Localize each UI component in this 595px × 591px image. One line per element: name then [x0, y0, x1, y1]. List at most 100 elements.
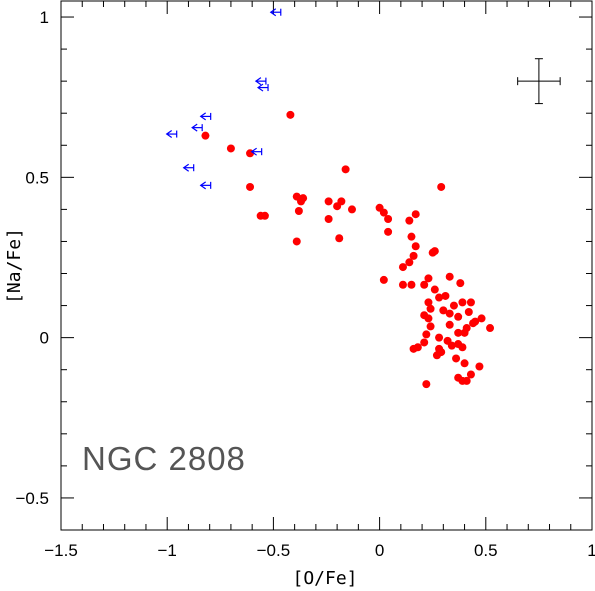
x-tick-label: −0.5 — [257, 541, 291, 560]
na-o-point — [439, 306, 448, 315]
na-o-point — [460, 359, 469, 368]
na-o-point — [462, 376, 471, 385]
na-o-point — [445, 320, 454, 329]
na-o-point — [426, 304, 435, 313]
na-o-point — [411, 210, 420, 219]
na-o-point — [477, 314, 486, 323]
na-o-point — [430, 247, 439, 256]
tick-labels: −1.5 −1 −0.5 0 0.5 1 −0.5 0 0.5 1 — [15, 8, 595, 560]
plot-frame — [60, 0, 593, 531]
na-o-point — [226, 144, 235, 153]
na-o-point — [464, 307, 473, 316]
limit-arrowhead — [165, 130, 173, 139]
limit-arrowhead — [182, 163, 190, 172]
y-tick-label: 0 — [40, 329, 49, 348]
na-o-point — [452, 354, 461, 363]
na-o-point — [432, 351, 441, 360]
axis-ticks — [60, 1, 593, 531]
na-o-point — [409, 344, 418, 353]
na-o-point — [398, 280, 407, 289]
na-o-point — [486, 324, 495, 333]
na-o-point — [299, 194, 308, 203]
limit-arrowhead — [254, 77, 262, 86]
na-o-point — [286, 110, 295, 119]
x-tick-label: 0.5 — [474, 541, 498, 560]
upper-limit-point — [165, 130, 178, 139]
upper-limit-point — [250, 147, 263, 156]
limit-arrowhead — [199, 112, 207, 121]
na-o-point — [449, 301, 458, 310]
na-o-point — [445, 309, 454, 318]
limit-arrowhead — [250, 147, 258, 156]
na-o-point — [335, 234, 344, 243]
na-o-point — [422, 330, 431, 339]
upper-limit-point — [256, 83, 269, 92]
y-tick-label: −0.5 — [15, 489, 49, 508]
na-o-point — [466, 298, 475, 307]
y-tick-label: 0.5 — [25, 168, 49, 187]
limit-arrowhead — [256, 83, 264, 92]
na-o-point — [405, 258, 414, 267]
na-o-point — [420, 338, 429, 347]
na-o-point — [407, 280, 416, 289]
cluster-annotation: NGC 2808 — [82, 440, 246, 477]
na-o-point — [430, 285, 439, 294]
x-tick-label: 0 — [375, 541, 384, 560]
na-o-point — [201, 131, 210, 140]
na-o-point — [469, 319, 478, 328]
na-o-point — [384, 227, 393, 236]
na-o-point — [435, 293, 444, 302]
limit-arrowhead — [269, 8, 277, 17]
na-o-point — [435, 333, 444, 342]
na-o-point — [424, 298, 433, 307]
upper-limit-point — [199, 181, 212, 190]
na-o-point — [292, 237, 301, 246]
na-o-point — [454, 312, 463, 321]
na-o-point — [324, 215, 333, 224]
upper-limit-point — [182, 163, 195, 172]
limit-arrowhead — [191, 123, 198, 132]
na-o-point — [384, 215, 393, 224]
na-o-point — [424, 314, 433, 323]
na-o-point — [460, 328, 469, 337]
na-o-point — [437, 182, 446, 191]
na-o-point — [379, 275, 388, 284]
na-o-point — [458, 298, 467, 307]
na-o-point — [324, 197, 333, 206]
na-o-point — [441, 291, 450, 300]
x-tick-label: −1 — [158, 541, 177, 560]
na-o-point — [337, 197, 346, 206]
na-o-point — [411, 242, 420, 251]
na-o-point — [347, 205, 356, 214]
na-o-point — [420, 280, 429, 289]
na-o-point — [398, 263, 407, 272]
na-o-point — [466, 370, 475, 379]
upper-limit-point — [191, 123, 203, 132]
na-o-point — [379, 208, 388, 217]
y-tick-label: 1 — [40, 8, 49, 27]
x-axis-title: [O/Fe] — [292, 568, 357, 589]
na-o-point — [341, 165, 350, 174]
na-o-point — [475, 362, 484, 371]
na-o-point — [445, 272, 454, 281]
na-o-point — [424, 274, 433, 283]
na-o-point — [405, 216, 414, 225]
limit-arrowhead — [199, 181, 207, 190]
upper-limit-point — [269, 8, 282, 17]
na-o-point — [407, 232, 416, 241]
na-o-point — [409, 251, 418, 260]
upper-limit-point — [254, 77, 267, 86]
na-o-point — [260, 211, 269, 220]
na-o-point — [294, 206, 303, 215]
error-bar — [517, 58, 561, 105]
na-o-point — [246, 182, 255, 191]
y-axis-title: [Na/Fe] — [4, 228, 25, 304]
na-o-point — [454, 328, 463, 337]
na-o-point — [458, 343, 467, 352]
x-tick-label: −1.5 — [44, 541, 78, 560]
na-o-point — [426, 322, 435, 331]
na-o-point — [456, 279, 465, 288]
x-tick-label: 1 — [587, 541, 595, 560]
na-o-point — [422, 380, 431, 389]
